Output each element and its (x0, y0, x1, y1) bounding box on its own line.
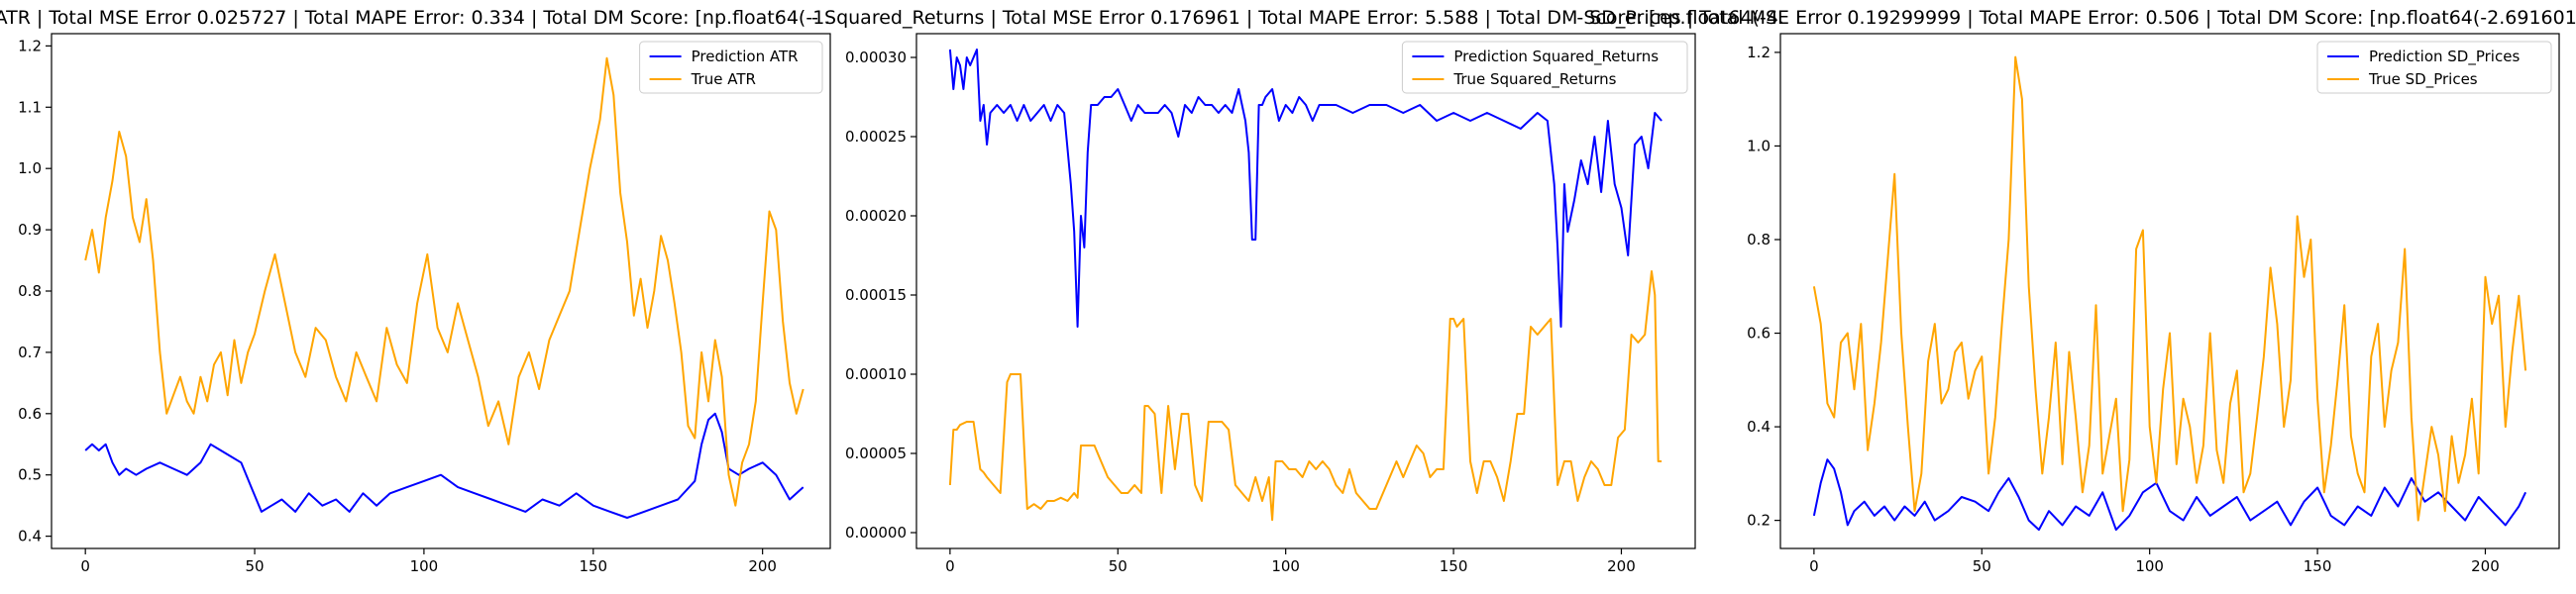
y-tick-label: 1.1 (18, 98, 42, 116)
x-tick-label: 200 (2471, 557, 2500, 575)
y-tick-label: 0.6 (18, 405, 42, 423)
x-tick-label: 50 (1973, 557, 1991, 575)
legend-label: True SD_Prices (2368, 70, 2478, 89)
x-tick-label: 0 (80, 557, 90, 575)
y-tick-label: 1.0 (1747, 137, 1771, 154)
legend-box (1401, 41, 1688, 94)
axes-frame (915, 33, 1696, 549)
x-tick-label: 0 (1809, 557, 1819, 575)
series-lines (84, 56, 805, 519)
y-tick-label: 1.2 (18, 37, 42, 54)
x-tick-label: 150 (1440, 557, 1468, 575)
y-tick-label: 0.7 (18, 344, 42, 361)
chart-panel-3: 0 50 100 150 200 0.2 0.4 0.6 0.8 1.0 1.2 Prediction… (1747, 33, 2560, 575)
chart-title: - ATR | Total MSE Error 0.025727 | Total… (0, 7, 830, 29)
y-tick-label: 0.00020 (845, 207, 907, 225)
plot-area (52, 34, 830, 548)
y-tick-label: 0.4 (18, 528, 42, 545)
x-tick-label: 200 (748, 557, 777, 575)
series-line-truth (948, 270, 1663, 522)
y-tick-label: 0.9 (18, 221, 42, 239)
y-tick-label: 0.00005 (845, 445, 907, 462)
x-tick-label: 0 (945, 557, 955, 575)
chart-panel-1: 0 50 100 150 200 0.4 0.5 0.6 0.7 0.8 0.9 1.0 1.1 1.2 P… (18, 33, 831, 575)
series-lines (1812, 55, 2527, 532)
y-tick-label: 0.2 (1747, 512, 1771, 530)
legend: Prediction SD_Prices True SD_Prices (2316, 41, 2552, 94)
chart-panel-2: 0 50 100 150 200 0.00000 0.00005 0.00010 0.00015… (845, 33, 1696, 575)
x-tick-label: 150 (579, 557, 607, 575)
series-line-prediction (948, 49, 1663, 328)
series-line-truth (1812, 55, 2527, 522)
legend-label: Prediction ATR (692, 48, 799, 65)
legend-box (2316, 41, 2552, 94)
x-tick-label: 100 (2135, 557, 2164, 575)
chart-title: - Squared_Returns | Total MSE Error 0.17… (811, 7, 1784, 29)
x-tick-label: 150 (2304, 557, 2332, 575)
y-tick-label: 1.0 (18, 159, 42, 177)
chart-title: - SD_Prices | Total MSE Error 0.19299999… (1576, 7, 2576, 29)
series-line-prediction (84, 412, 805, 519)
plot-area (916, 34, 1695, 548)
legend-label: True Squared_Returns (1452, 70, 1616, 89)
y-tick-label: 0.00010 (845, 365, 907, 383)
legend-label: Prediction SD_Prices (2369, 48, 2520, 66)
y-tick-label: 0.8 (18, 282, 42, 300)
y-tick-label: 0.00025 (845, 128, 907, 146)
legend: Prediction Squared_Returns True Squared_R… (1401, 41, 1688, 94)
legend-box (639, 41, 823, 94)
x-tick-label: 50 (245, 557, 264, 575)
plot-area (1780, 34, 2559, 548)
axes-frame (1779, 33, 2560, 549)
y-tick-label: 0.5 (18, 466, 42, 484)
y-tick-label: 0.00000 (845, 524, 907, 542)
legend-label: Prediction Squared_Returns (1453, 48, 1659, 66)
x-tick-label: 100 (410, 557, 439, 575)
y-tick-label: 0.00030 (845, 49, 907, 66)
y-tick-label: 0.6 (1747, 325, 1771, 343)
series-lines (948, 49, 1663, 522)
y-tick-label: 0.8 (1747, 231, 1771, 248)
y-tick-label: 0.4 (1747, 418, 1771, 436)
series-line-prediction (1812, 458, 2527, 532)
legend-label: True ATR (691, 70, 756, 88)
x-tick-label: 200 (1607, 557, 1636, 575)
series-line-truth (84, 56, 805, 507)
y-tick-label: 1.2 (1747, 44, 1771, 61)
x-tick-label: 50 (1109, 557, 1127, 575)
legend: Prediction ATR True ATR (639, 41, 823, 94)
y-tick-label: 0.00015 (845, 286, 907, 304)
x-tick-label: 100 (1271, 557, 1300, 575)
